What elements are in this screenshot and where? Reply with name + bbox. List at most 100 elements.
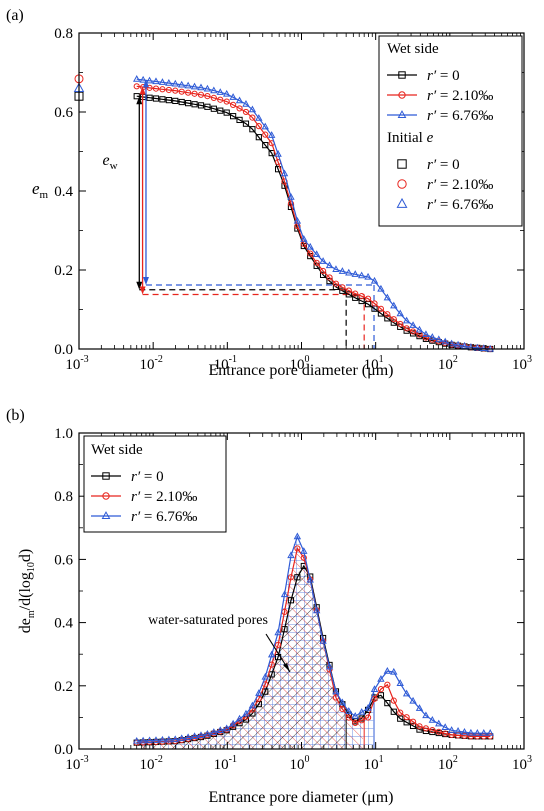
- b-series-0-point: [409, 722, 417, 730]
- b-ytick-label: 0.2: [54, 679, 73, 695]
- a-series-2-point: [345, 268, 353, 276]
- b-series-2-point: [274, 628, 282, 636]
- b-series-2-point: [435, 719, 443, 727]
- a-series-2-point: [248, 105, 257, 113]
- b-series-2-point: [473, 729, 482, 736]
- b-xtick-label: 10-2: [139, 754, 162, 773]
- a-series-1-point: [262, 131, 269, 138]
- a-series-0-point: [249, 126, 256, 133]
- panel-a: (a) 10-3 10-2 10-1 100 101 102 103 0.0 0.2 0.4 0.6…: [6, 7, 532, 379]
- a-ytick-label: 0.0: [54, 342, 73, 358]
- a-series-2-point: [235, 96, 244, 104]
- legend-a-title: Wet side: [387, 41, 439, 57]
- a-xtick-label: 100: [290, 354, 310, 373]
- a-series-0-point: [152, 95, 160, 102]
- a-series-0-point: [191, 101, 198, 108]
- b-series-0-point: [390, 708, 397, 715]
- a-legend-marker: [397, 110, 407, 119]
- a-series-2-point: [210, 86, 218, 94]
- a-series-1-point: [159, 86, 166, 93]
- a-series-1-point: [172, 87, 179, 94]
- b-xtick-label: 100: [290, 754, 310, 773]
- a-ytick-label: 0.6: [54, 105, 73, 121]
- a-series-1-point: [178, 88, 185, 95]
- a-series-2-point: [338, 267, 347, 274]
- b-series-2-point: [158, 735, 167, 743]
- b-series-2-point: [165, 735, 173, 743]
- a-series-1-point: [364, 295, 372, 302]
- b-xtick-label: 103: [512, 754, 532, 773]
- b-ytick-label: 0.0: [54, 742, 73, 758]
- b-series-1-point: [390, 697, 397, 704]
- a-series-2-point: [377, 284, 385, 292]
- b-series-2-point: [370, 685, 379, 692]
- b-series-2-point: [312, 606, 321, 614]
- b-series-2-point: [190, 732, 199, 740]
- b-ytick-label: 0.8: [54, 489, 73, 505]
- a-series-2-point: [332, 265, 340, 273]
- a-series-2-point: [171, 79, 179, 87]
- ew-annotation: ew: [102, 152, 117, 172]
- b-series-0-point: [287, 597, 295, 604]
- a-initial-legend-label: r′ = 0: [427, 157, 460, 173]
- b-series-2-point: [216, 726, 224, 734]
- b-series-2-point: [222, 724, 231, 732]
- b-hatch-area-0: [136, 563, 346, 749]
- panel-b-ylabel: dem/d(log10d): [17, 549, 37, 633]
- a-series-2-point: [415, 325, 424, 333]
- b-series-2-point: [145, 736, 154, 744]
- b-series-1-point: [345, 714, 352, 721]
- a-legend-label: r′ = 0: [427, 68, 460, 84]
- b-series-2-point: [300, 547, 308, 554]
- b-series-2-point: [319, 637, 327, 644]
- a-series-2-point: [293, 216, 302, 224]
- a-ytick-label: 0.2: [54, 263, 73, 279]
- a-series-2-point: [184, 81, 192, 89]
- a-legend-label: r′ = 2.10‰: [427, 88, 493, 104]
- a-series-1-point: [371, 300, 378, 307]
- b-series-2-point: [197, 731, 205, 739]
- b-series-2-point: [267, 650, 276, 658]
- a-series-2-point: [158, 78, 167, 85]
- b-series-2-point: [248, 701, 257, 709]
- a-series-0-point: [352, 294, 359, 301]
- b-series-2-point: [177, 734, 186, 742]
- a-series-1-point: [332, 280, 340, 287]
- a-series-0-point: [268, 149, 275, 157]
- b-series-2-point: [210, 728, 218, 735]
- a-series-1-point: [191, 90, 198, 97]
- b-series-2-point: [293, 532, 302, 540]
- b-series-2-point: [480, 729, 488, 736]
- a-initial-legend-marker: [397, 179, 407, 189]
- a-series-2-point: [441, 337, 449, 345]
- a-series-1-point: [165, 86, 172, 94]
- b-series-2-point: [441, 723, 449, 730]
- a-series-0-point: [242, 120, 250, 127]
- b-legend-label: r′ = 0: [131, 469, 164, 485]
- a-legend-marker: [398, 71, 406, 79]
- b-series-1-point: [300, 554, 307, 561]
- b-series-2-point: [351, 712, 359, 719]
- a-initial-legend-label: r′ = 6.76‰: [427, 197, 493, 213]
- a-series-2-point: [190, 82, 199, 90]
- a-series-line-0: [136, 95, 491, 350]
- a-xtick-label: 10-3: [65, 354, 88, 373]
- b-ytick-label: 0.4: [54, 616, 73, 632]
- b-series-2-point: [306, 575, 314, 583]
- b-series-0-point: [358, 715, 365, 722]
- a-series-0-point: [384, 315, 391, 322]
- ew-arrowhead-up: [142, 79, 149, 88]
- a-initial-legend-label: r′ = 2.10‰: [427, 177, 493, 193]
- a-series-2-point: [460, 341, 469, 349]
- b-series-1-point: [352, 719, 359, 727]
- a-series-2-point: [325, 261, 334, 269]
- b-ytick-label: 0.6: [54, 552, 73, 568]
- b-series-2-point: [229, 719, 237, 727]
- a-series-1-point: [377, 305, 385, 312]
- ew-arrowhead-up: [139, 86, 146, 95]
- a-series-0-point: [230, 113, 237, 120]
- a-initial-legend-marker: [397, 159, 407, 169]
- a-series-2-point: [165, 78, 173, 86]
- a-series-1-point: [345, 287, 352, 294]
